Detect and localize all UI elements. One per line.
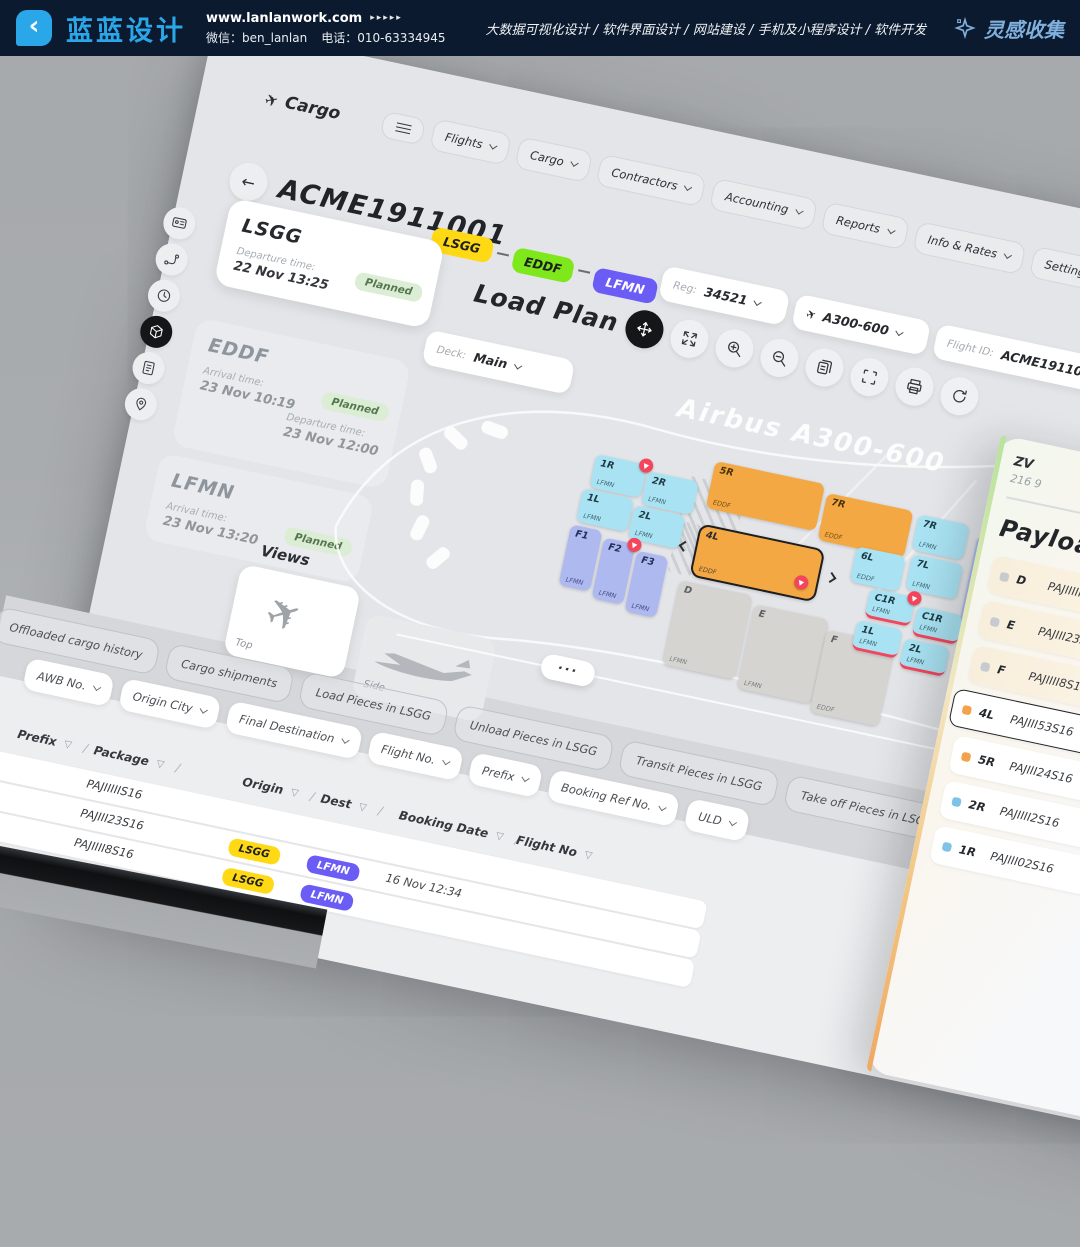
- report-pages-button[interactable]: [801, 345, 847, 391]
- chevron-down-icon: [570, 158, 579, 167]
- arrows-icon: ▸▸▸▸▸: [370, 13, 403, 23]
- plane-icon: ✈: [804, 306, 818, 323]
- chevron-down-icon: [442, 756, 451, 766]
- chevron-down-icon: [754, 297, 763, 306]
- lanlan-logo-icon: ‹: [16, 10, 52, 46]
- zoom-out-button[interactable]: [756, 335, 802, 381]
- route-connector: [578, 268, 591, 274]
- inspiration-collect[interactable]: 灵感收集: [954, 14, 1064, 43]
- print-button[interactable]: [891, 364, 937, 410]
- services-list: 大数据可视化设计 / 软件界面设计 / 网站建设 / 手机及小程序设计 / 软件…: [485, 22, 927, 38]
- chevron-down-icon: [199, 705, 208, 714]
- chevron-down-icon: [1003, 250, 1013, 260]
- cargo-position-D[interactable]: D LFMN: [662, 580, 753, 680]
- flight-id-label: Flight ID:: [945, 337, 995, 359]
- cargo-position-2L-aft[interactable]: 2L LFMN: [898, 638, 950, 678]
- package-cell: PAJIIII8S16: [72, 835, 135, 862]
- back-icon: ←: [239, 171, 258, 193]
- status-dot: [989, 616, 1001, 627]
- aircraft-value: A300-600: [821, 309, 891, 338]
- chevron-down-icon: [658, 802, 667, 812]
- chevron-down-icon: [489, 141, 498, 150]
- status-dot: [951, 796, 962, 807]
- document-icon[interactable]: [129, 349, 168, 388]
- view-label: Top: [234, 637, 254, 652]
- plane-side-icon: [374, 653, 472, 682]
- next-position-arrow[interactable]: [825, 571, 837, 584]
- funnel-icon[interactable]: ▽: [155, 757, 166, 771]
- status-dot: [999, 571, 1010, 582]
- reg-value: 34521: [703, 284, 749, 308]
- chevron-down-icon: [895, 327, 904, 336]
- status-dot: [960, 751, 972, 762]
- refresh-button[interactable]: [936, 373, 982, 419]
- package-cell: PAJIIIIIS16: [85, 776, 144, 802]
- menu-button[interactable]: [379, 110, 427, 146]
- website-link[interactable]: www.lanlanwork.com: [206, 10, 363, 26]
- funnel-icon[interactable]: ▽: [494, 830, 505, 843]
- zoom-in-button[interactable]: [711, 325, 757, 371]
- cargo-position-C1R[interactable]: C1R LFMN: [864, 587, 923, 627]
- fit-screen-button[interactable]: [666, 316, 712, 362]
- status-dot: [961, 704, 973, 715]
- cargo-position-7R-aft[interactable]: 7R LFMN: [911, 514, 970, 561]
- status-dot: [941, 841, 953, 852]
- cargo-position-C1R-2[interactable]: C1R LFMN: [911, 606, 963, 646]
- funnel-icon[interactable]: ▽: [357, 801, 368, 814]
- diagram-toolbar: [621, 306, 982, 419]
- status-dot: [979, 661, 991, 672]
- funnel-icon[interactable]: ▽: [63, 738, 73, 751]
- dots-icon: ···: [556, 660, 580, 680]
- left-icon-rail: [121, 204, 199, 424]
- reg-label: Reg:: [672, 278, 699, 296]
- chevron-down-icon: [341, 735, 350, 744]
- route-icon[interactable]: [152, 240, 191, 279]
- chevron-down-icon: [521, 773, 530, 783]
- map-pin-icon[interactable]: [121, 385, 160, 424]
- contact-block: www.lanlanwork.com ▸▸▸▸▸ 微信：ben_lanlan 电…: [206, 11, 446, 46]
- chevron-down-icon: [795, 206, 804, 215]
- chevron-down-icon: [886, 225, 896, 235]
- sparkle-star-icon: [954, 17, 976, 39]
- brand-header: ‹ 蓝蓝设计 www.lanlanwork.com ▸▸▸▸▸ 微信：ben_l…: [0, 0, 1080, 56]
- load-plan-package-icon[interactable]: [137, 312, 176, 351]
- select-area-button[interactable]: [846, 354, 892, 400]
- chevron-down-icon: [684, 182, 693, 192]
- wechat-label: 微信：ben_lanlan: [206, 30, 308, 45]
- hamburger-icon: [394, 121, 412, 134]
- plane-icon: ✈: [263, 89, 280, 111]
- view-side-option[interactable]: Side: [350, 613, 498, 723]
- chevron-down-icon: [92, 682, 102, 692]
- phone-label: 电话：010-63334945: [321, 30, 446, 45]
- chevron-down-icon: [728, 817, 737, 827]
- clock-icon[interactable]: [144, 276, 183, 315]
- funnel-icon[interactable]: ▽: [289, 786, 300, 799]
- plane-top-icon: ✈: [260, 585, 308, 643]
- alert-badge: [792, 574, 810, 591]
- route-connector: [496, 251, 509, 256]
- boarding-card-icon[interactable]: [160, 204, 199, 243]
- brand-name: 蓝蓝设计: [66, 15, 186, 47]
- move-tool-button[interactable]: [621, 306, 667, 352]
